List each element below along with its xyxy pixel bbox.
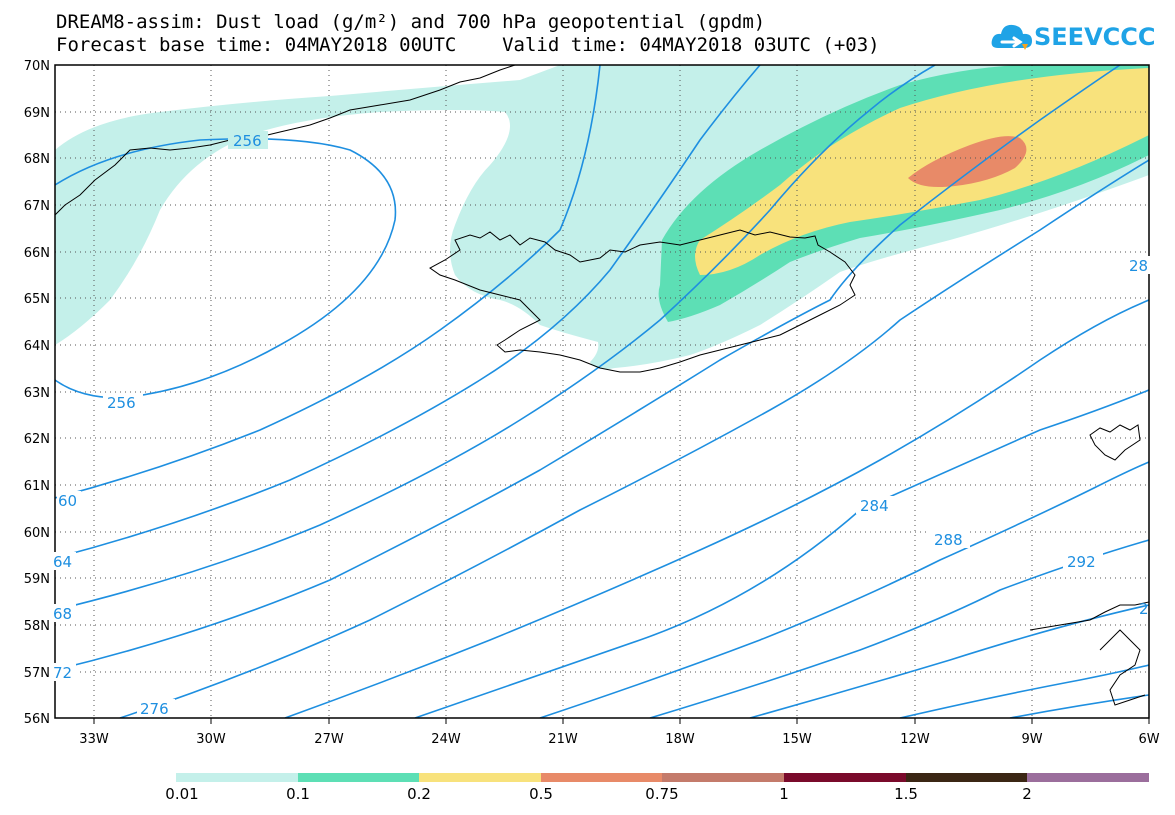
contour-label: 256 [107, 394, 136, 412]
seevccc-logo: SEEVCCC [990, 18, 1156, 58]
contour-label: 72 [53, 664, 72, 682]
contour-300 [1009, 694, 1149, 718]
lat-labels: 56N 57N 58N 59N 60N 61N 62N 63N 64N 65N … [24, 59, 50, 727]
lat-tick-label: 56N [24, 712, 50, 727]
contour-276 [119, 159, 1149, 718]
lat-tick-label: 69N [24, 106, 50, 121]
contour-label: 64 [53, 553, 72, 571]
logo-text: SEEVCCC [1034, 23, 1156, 51]
contour-label: 292 [1067, 553, 1096, 571]
contour-280b [414, 389, 1149, 718]
map-plot-area [55, 65, 1149, 718]
legend-label: 0.1 [286, 785, 310, 803]
legend-swatch [541, 773, 662, 782]
lat-tick-label: 66N [24, 246, 50, 261]
lon-tick-label: 33W [79, 732, 109, 747]
legend-label: 0.01 [165, 785, 199, 803]
lat-tick-label: 57N [24, 666, 50, 681]
contour-label: 256 [233, 132, 262, 150]
contour-268 [55, 65, 936, 611]
axis-ticks [93, 718, 1150, 724]
legend-label: 1.5 [894, 785, 918, 803]
legend-label: 2 [1022, 785, 1032, 803]
contour-264 [55, 65, 761, 559]
contour-label: 284 [860, 497, 889, 515]
contour-label: 276 [140, 700, 169, 718]
lat-tick-label: 68N [24, 152, 50, 167]
lat-tick-label: 59N [24, 572, 50, 587]
lat-tick-label: 61N [24, 479, 50, 494]
lat-tick-label: 58N [24, 619, 50, 634]
lat-tick-label: 70N [24, 59, 50, 74]
legend-swatch [419, 773, 541, 782]
lon-tick-label: 12W [900, 732, 930, 747]
legend-swatch [662, 773, 784, 782]
legend-swatch [298, 773, 419, 782]
contour-296 [899, 664, 1149, 718]
contour-272 [55, 65, 1121, 671]
contour-256-closed [55, 137, 397, 399]
lon-tick-label: 6W [1138, 732, 1159, 747]
lon-tick-label: 30W [196, 732, 226, 747]
scotland-islands [1099, 629, 1146, 706]
contour-label: 68 [53, 605, 72, 623]
lon-tick-label: 21W [548, 732, 578, 747]
faroe-coast [1089, 424, 1141, 461]
lon-tick-label: 27W [314, 732, 344, 747]
dust-area-0.5 [908, 136, 1027, 187]
contour-label: 288 [934, 531, 963, 549]
chart-subtitle: Forecast base time: 04MAY2018 00UTC Vali… [56, 34, 880, 56]
legend-swatch [176, 773, 298, 782]
chart-title: DREAM8-assim: Dust load (g/m²) and 700 h… [56, 11, 766, 33]
legend-label: 0.2 [407, 785, 431, 803]
scotland-coast [1029, 601, 1149, 631]
lat-tick-label: 62N [24, 432, 50, 447]
contour-284 [539, 461, 1149, 718]
contour-label: 60 [58, 492, 77, 510]
contour-label: 2 [1139, 600, 1149, 618]
lon-labels: 33W 30W 27W 24W 21W 18W 15W 12W 9W 6W [79, 732, 1159, 747]
legend-label: 0.5 [529, 785, 553, 803]
legend-swatch [784, 773, 906, 782]
contour-labels: 256 256 60 64 68 72 276 284 288 292 28 2 [52, 131, 1150, 718]
lat-tick-label: 64N [24, 339, 50, 354]
legend-label: 0.75 [645, 785, 679, 803]
lat-tick-label: 63N [24, 386, 50, 401]
lon-tick-label: 18W [665, 732, 695, 747]
lon-tick-label: 9W [1021, 732, 1042, 747]
lon-tick-label: 24W [431, 732, 461, 747]
lat-tick-label: 60N [24, 526, 50, 541]
iceland-coast [429, 229, 856, 373]
contour-label: 28 [1129, 257, 1148, 275]
contour-260 [55, 65, 601, 499]
contour-280a [284, 299, 1149, 718]
legend-swatch [906, 773, 1027, 782]
lat-tick-label: 67N [24, 199, 50, 214]
lat-tick-label: 65N [24, 292, 50, 307]
lon-tick-label: 15W [782, 732, 812, 747]
map-frame [54, 64, 1150, 719]
legend-label: 1 [779, 785, 789, 803]
cloud-icon [991, 24, 1032, 50]
legend-swatch [1027, 773, 1149, 782]
geopotential-contours [55, 65, 1149, 718]
